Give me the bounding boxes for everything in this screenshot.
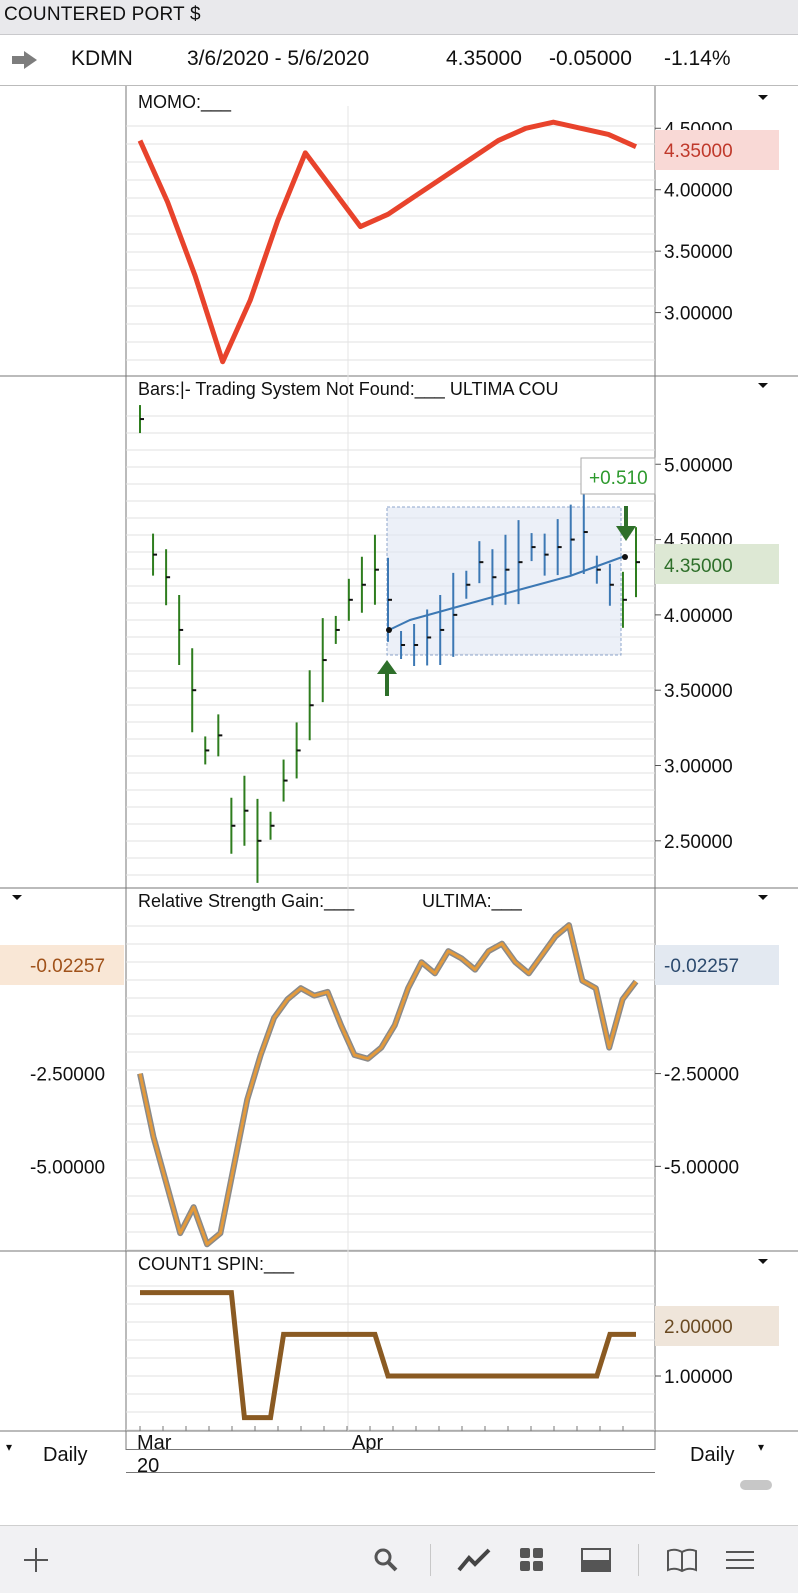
period-right[interactable]: Daily bbox=[690, 1444, 735, 1466]
pane-borders bbox=[0, 86, 798, 1450]
axis-tick-label: 3.00000 bbox=[664, 757, 733, 778]
split-pane-icon[interactable] bbox=[578, 1526, 614, 1593]
sell-arrow-icon bbox=[616, 506, 636, 541]
axis-tick-label: 3.50000 bbox=[664, 681, 733, 702]
momo-series-line bbox=[137, 119, 638, 365]
arrow-right-icon[interactable] bbox=[10, 50, 40, 70]
bottom-toolbar bbox=[0, 1525, 798, 1593]
period-left-menu-icon[interactable]: ▾ bbox=[6, 1440, 13, 1454]
bars-grid bbox=[126, 415, 655, 876]
bars-axis: 5.000004.500004.000003.500003.000002.500… bbox=[655, 455, 733, 853]
ultima-trend-line bbox=[388, 555, 626, 631]
axis-tick-label: 2.50000 bbox=[664, 832, 733, 853]
count-grid bbox=[126, 1285, 655, 1431]
bars-menu-icon[interactable] bbox=[758, 383, 768, 388]
trade-selection-box[interactable] bbox=[386, 506, 622, 656]
book-icon[interactable] bbox=[664, 1526, 700, 1593]
rs-right-menu-icon[interactable] bbox=[758, 895, 768, 900]
window-title: COUNTERED PORT $ bbox=[4, 4, 201, 25]
momo-grid bbox=[126, 125, 655, 361]
gain-callout bbox=[580, 457, 656, 495]
rs-left-badge: -0.02257 bbox=[30, 956, 105, 977]
last-price: 4.35000 bbox=[446, 47, 522, 70]
add-icon[interactable] bbox=[20, 1526, 52, 1593]
ultima-label: ULTIMA:___ bbox=[422, 891, 523, 912]
quote-bar: KDMN 3/6/2020 - 5/6/2020 4.35000 -0.0500… bbox=[0, 35, 798, 86]
price-bars bbox=[139, 405, 640, 883]
window-title-bar: COUNTERED PORT $ bbox=[0, 0, 798, 35]
momo-price-badge: 4.35000 bbox=[664, 141, 733, 162]
axis-tick-label: -5.00000 bbox=[664, 1157, 739, 1178]
rs-grid bbox=[126, 925, 655, 1251]
pct-change: -1.14% bbox=[664, 47, 731, 70]
rs-series-line bbox=[138, 923, 638, 1246]
buy-arrow-icon bbox=[377, 660, 397, 696]
axis-tick-label: 4.00000 bbox=[664, 606, 733, 627]
rs-label: Relative Strength Gain:___ bbox=[138, 891, 355, 912]
count-series-line bbox=[140, 1290, 636, 1421]
bars-label: Bars:|- Trading System Not Found:___ ULT… bbox=[138, 379, 559, 400]
horizontal-scrollbar[interactable] bbox=[740, 1480, 772, 1490]
momo-price-badge-bg bbox=[655, 130, 779, 170]
axis-tick-label: -2.50000 bbox=[664, 1065, 739, 1086]
count-menu-icon[interactable] bbox=[758, 1259, 768, 1264]
count-price-badge: 2.00000 bbox=[664, 1317, 733, 1338]
rs-right-badge-bg bbox=[655, 945, 779, 985]
time-axis-ticks bbox=[139, 1426, 624, 1431]
net-change: -0.05000 bbox=[549, 47, 632, 70]
search-icon[interactable] bbox=[370, 1526, 402, 1593]
rs-right-badge: -0.02257 bbox=[664, 956, 739, 977]
month-mar: Mar bbox=[137, 1432, 172, 1454]
rs-axis: -2.50000 -5.00000 -2.50000 -5.00000 bbox=[30, 1065, 739, 1179]
grid-layout-icon[interactable] bbox=[516, 1526, 548, 1593]
axis-tick-label: 1.00000 bbox=[664, 1367, 733, 1388]
axis-tick-label: 3.00000 bbox=[664, 304, 733, 325]
count-label: COUNT1 SPIN:___ bbox=[138, 1254, 295, 1275]
rs-left-menu-icon[interactable] bbox=[12, 895, 22, 900]
axis-tick-label: -5.00000 bbox=[30, 1157, 105, 1178]
month-apr: Apr bbox=[352, 1432, 384, 1454]
period-right-menu-icon[interactable]: ▾ bbox=[758, 1440, 765, 1454]
menu-icon[interactable] bbox=[722, 1526, 758, 1593]
period-left[interactable]: Daily bbox=[43, 1444, 88, 1466]
symbol[interactable]: KDMN bbox=[71, 47, 133, 70]
bars-price-badge: 4.35000 bbox=[664, 556, 733, 577]
count-price-badge-bg bbox=[655, 1306, 779, 1346]
gain-callout-text: +0.510 bbox=[589, 468, 648, 489]
date-range[interactable]: 3/6/2020 - 5/6/2020 bbox=[187, 47, 370, 70]
momo-label: MOMO:___ bbox=[138, 92, 232, 113]
bars-price-badge-bg bbox=[655, 544, 779, 584]
count-axis: 1.00000 bbox=[655, 1367, 733, 1388]
axis-tick-label: 4.00000 bbox=[664, 181, 733, 202]
rs-left-badge-bg bbox=[0, 945, 124, 985]
axis-tick-label: -2.50000 bbox=[30, 1065, 105, 1086]
trend-start-dot bbox=[386, 627, 392, 633]
line-chart-icon[interactable] bbox=[456, 1526, 492, 1593]
time-axis-row: ▾ Daily Mar Apr 20 ▾ Daily bbox=[0, 1432, 798, 1498]
axis-tick-label: 3.50000 bbox=[664, 242, 733, 263]
axis-tick-label: 5.00000 bbox=[664, 455, 733, 476]
year-label: 20 bbox=[137, 1455, 160, 1477]
momo-menu-icon[interactable] bbox=[758, 95, 768, 100]
trend-end-dot bbox=[622, 554, 628, 560]
